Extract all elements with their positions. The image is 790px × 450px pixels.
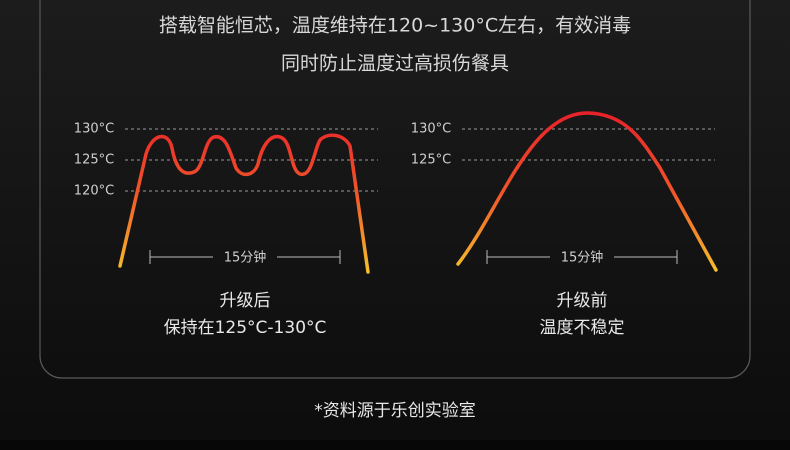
panel-border bbox=[39, 0, 751, 379]
tick-label: 125°C bbox=[74, 153, 114, 168]
bottom-band bbox=[0, 440, 790, 450]
tick-label: 130°C bbox=[411, 122, 451, 137]
caption: 温度不稳定 bbox=[540, 318, 625, 338]
tick-label: 130°C bbox=[74, 122, 114, 137]
caption: 升级后 bbox=[220, 291, 271, 311]
chart-before: 130°C 125°C 15分钟 升级前 温度不稳定 bbox=[411, 111, 718, 338]
temperature-curve bbox=[456, 111, 718, 272]
headline: 同时防止温度过高损伤餐具 bbox=[281, 53, 509, 75]
temperature-curve bbox=[118, 133, 370, 274]
tick-label: 120°C bbox=[74, 184, 114, 199]
duration-label: 15分钟 bbox=[224, 250, 267, 266]
duration-label: 15分钟 bbox=[561, 250, 604, 266]
chart-after: 130°C 125°C 120°C 15分钟 升级后 保持在125°C-130°… bbox=[74, 122, 378, 338]
footnote: *资料源于乐创实验室 bbox=[314, 401, 476, 421]
headline: 搭载智能恒芯，温度维持在120~130°C左右，有效消毒 bbox=[159, 15, 631, 37]
tick-label: 125°C bbox=[411, 153, 451, 168]
caption: 升级前 bbox=[557, 291, 608, 311]
caption: 保持在125°C-130°C bbox=[164, 318, 327, 338]
